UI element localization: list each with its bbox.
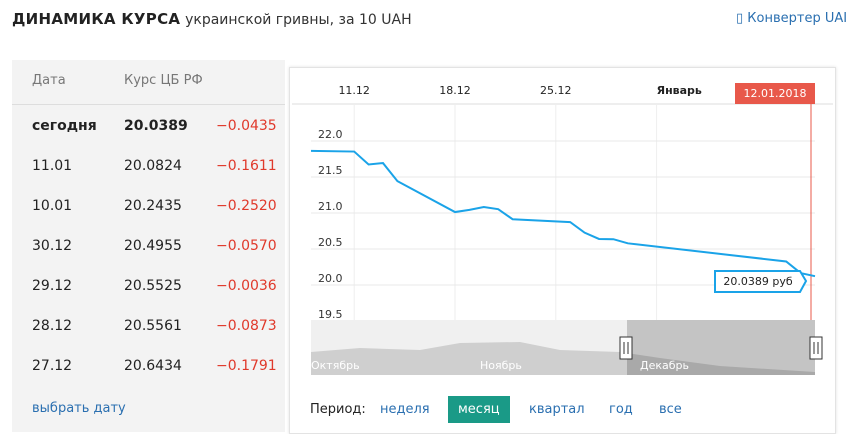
row-rate: 20.6434 [124,358,182,374]
navigator-handle [809,336,823,360]
row-rate: 20.2435 [124,198,182,214]
row-rate: 20.4955 [124,238,182,254]
navigator-handle [619,336,633,360]
row-date: сегодня [32,118,97,134]
row-date: 29.12 [32,278,73,294]
y-tick-label: 19.5 [318,308,343,321]
y-tick-label: 20.5 [318,236,343,249]
x-tick-label: 11.12 [338,84,370,97]
row-change: −0.1791 [216,358,277,374]
navigator-label: Октябрь [311,359,360,372]
x-tick-label: Январь [657,84,702,97]
converter-link[interactable]: ▯ Конвертер UAI [736,11,848,26]
row-change: −0.0036 [216,278,277,294]
row-rate: 20.0824 [124,158,182,174]
y-tick-label: 20.0 [318,272,343,285]
period-option[interactable]: неделя [380,402,430,417]
row-change: −0.2520 [216,198,277,214]
handle-grip [623,342,629,354]
tooltip-text: 20.0389 руб [723,275,792,288]
row-rate: 20.0389 [124,118,188,134]
row-date: 27.12 [32,358,73,374]
period-option[interactable]: месяц [448,396,510,423]
y-tick-label: 21.5 [318,164,343,177]
column-header: Дата [32,73,66,88]
x-tick-label: 18.12 [439,84,471,97]
period-label: Период: [310,402,366,417]
column-header: Курс ЦБ РФ [124,73,203,88]
title: ДИНАМИКА КУРСА [12,10,181,28]
row-change: −0.1611 [216,158,277,174]
row-date: 11.01 [32,158,73,174]
row-change: −0.0435 [216,118,277,134]
subtitle: украинской гривны, за 10 UAH [185,12,412,28]
row-date: 28.12 [32,318,73,334]
row-date: 10.01 [32,198,73,214]
y-tick-label: 22.0 [318,128,343,141]
series-line [310,149,816,278]
navigator-window [627,320,815,375]
date-picker[interactable]: выбрать дату [32,401,126,416]
row-change: −0.0873 [216,318,277,334]
navigator-area [311,342,815,375]
row-rate: 20.5525 [124,278,182,294]
cursor-tag [735,83,815,104]
period-option[interactable]: год [609,402,633,417]
rates-table: Дата Курс ЦБ РФ сегодня 20.0389 −0.0435 11.01… [12,60,285,432]
navigator-label: Ноябрь [480,359,522,372]
converter-text[interactable]: Конвертер UAI [747,11,848,26]
navigator-label: Декабрь [640,359,689,372]
tooltip-box [714,270,808,293]
cursor-label: 12.01.2018 [744,87,807,100]
period-option[interactable]: все [659,402,682,417]
row-date: 30.12 [32,238,73,254]
header-separator [12,104,285,105]
row-change: −0.0570 [216,238,277,254]
x-tick-label: 25.12 [540,84,572,97]
header: ДИНАМИКА КУРСА украинской гривны, за 10 … [12,10,412,28]
row-rate: 20.5561 [124,318,182,334]
y-tick-label: 21.0 [318,200,343,213]
period-option[interactable]: квартал [529,402,585,417]
handle-grip [813,342,819,354]
